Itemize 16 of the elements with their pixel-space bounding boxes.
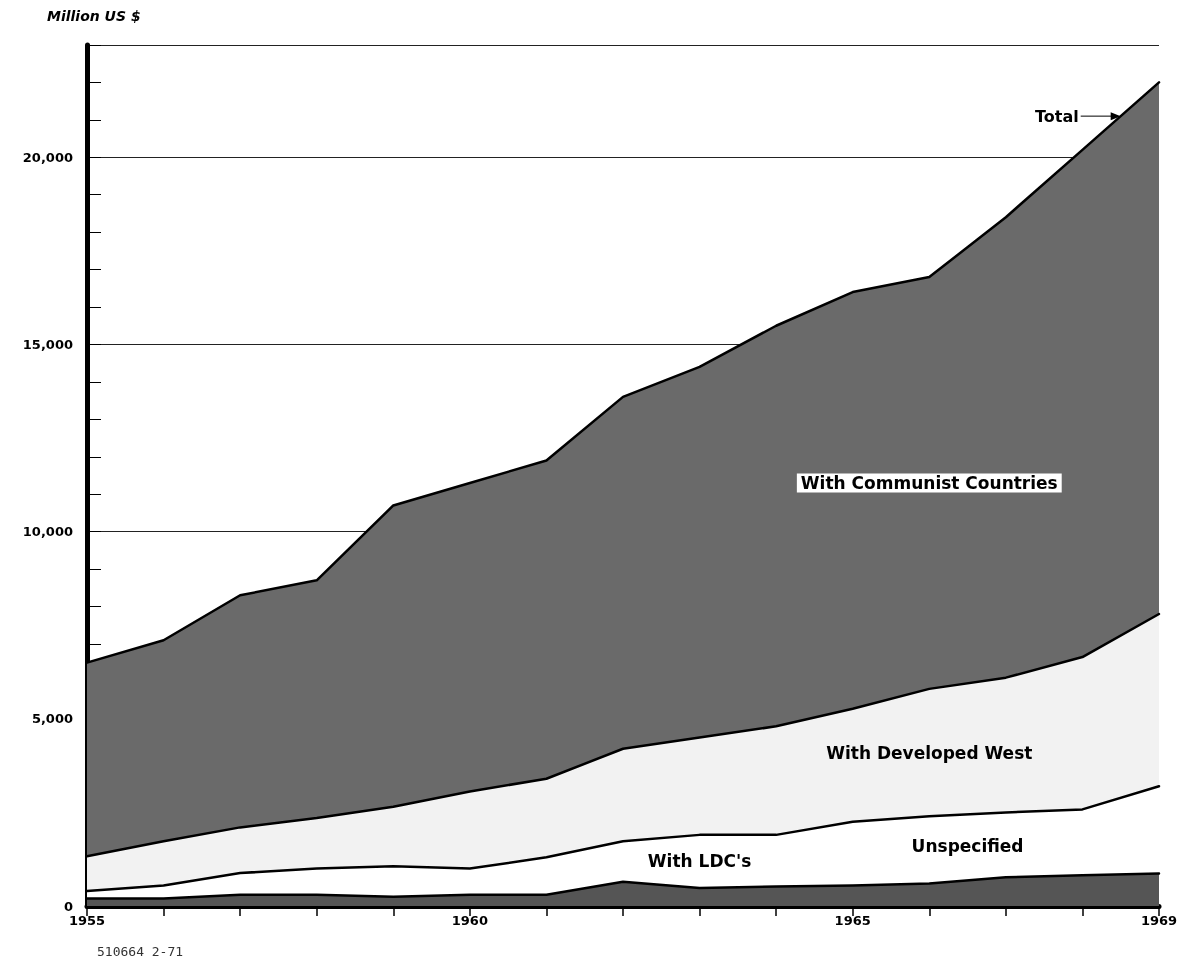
x-tick-label: 1965 bbox=[834, 913, 871, 928]
y-tick-label: 5,000 bbox=[31, 711, 73, 727]
y-tick-label: 0 bbox=[63, 898, 73, 914]
y-axis-title: Million US $ bbox=[47, 8, 141, 24]
series-label: With Developed West bbox=[826, 742, 1033, 763]
x-tick-label: 1969 bbox=[1140, 913, 1178, 928]
series-label: With Communist Countries bbox=[800, 472, 1058, 493]
y-tick-label: 15,000 bbox=[22, 336, 73, 352]
x-tick-label: 1960 bbox=[451, 913, 488, 928]
y-tick-label: 20,000 bbox=[22, 149, 73, 165]
annotation: Total bbox=[1035, 106, 1079, 126]
x-tick-label: 1955 bbox=[68, 913, 106, 928]
text: 510664 2-71 bbox=[97, 944, 184, 959]
series-label: Unspecified bbox=[911, 836, 1024, 857]
series-label: With LDC's bbox=[647, 851, 752, 872]
y-tick-label: 10,000 bbox=[22, 524, 73, 540]
